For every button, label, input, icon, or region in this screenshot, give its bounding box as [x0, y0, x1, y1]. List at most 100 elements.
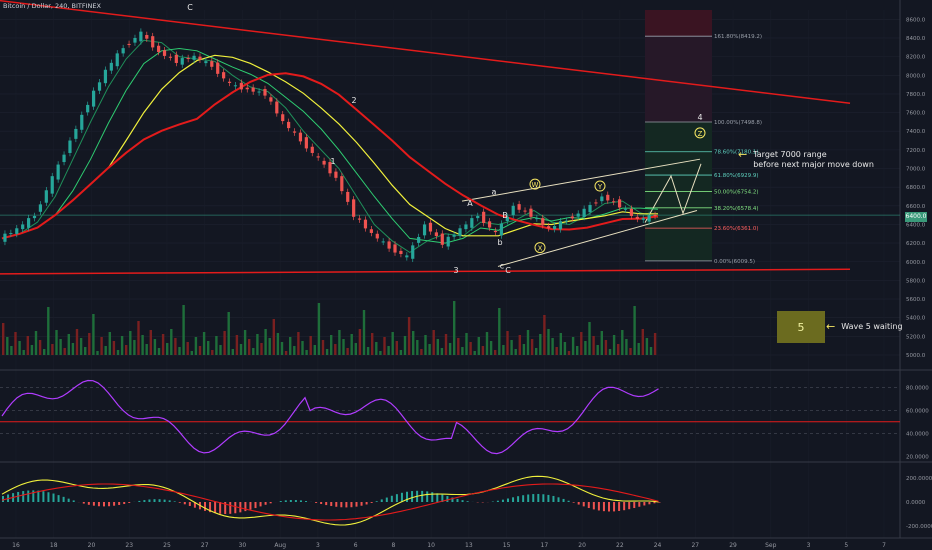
- volume-bar: [399, 350, 403, 355]
- candle-body: [109, 62, 113, 71]
- volume-bar: [350, 334, 353, 355]
- candle-body: [340, 176, 344, 192]
- macd-hist-bar: [350, 502, 353, 508]
- y-tick-label: 5800.0: [906, 278, 926, 284]
- candle-body: [174, 54, 178, 63]
- volume-bar: [84, 347, 87, 355]
- candle-body: [535, 218, 539, 220]
- macd-panel: [1, 475, 661, 526]
- macd-tick-label: 200.0000: [906, 476, 932, 482]
- volume-bar: [563, 342, 567, 355]
- candle-body: [204, 61, 208, 64]
- macd-hist-bar: [138, 500, 141, 502]
- fib-level-label: 38.20%(6578.4): [714, 206, 759, 212]
- macd-hist-bar: [572, 502, 575, 503]
- projection-path: [644, 163, 702, 223]
- macd-hist-bar: [67, 498, 70, 502]
- volume-bar: [305, 350, 308, 355]
- volume-bar: [436, 339, 439, 355]
- macd-hist-bar: [623, 502, 626, 511]
- wave-label: C: [187, 3, 193, 12]
- macd-hist-bar: [224, 502, 227, 514]
- volume-bar: [645, 338, 649, 355]
- macd-hist-bar: [97, 502, 100, 507]
- macd-hist-bar: [507, 498, 509, 502]
- macd-hist-bar: [355, 502, 358, 507]
- macd-hist-bar: [249, 502, 252, 510]
- candle-body: [168, 56, 173, 58]
- candle-body: [405, 255, 409, 258]
- x-tick-label: 6: [354, 542, 358, 549]
- volume-bar: [178, 347, 181, 355]
- volume-bar: [362, 310, 366, 355]
- candle-body: [647, 215, 651, 222]
- candle-body: [145, 34, 149, 39]
- candle-body: [44, 190, 48, 203]
- volume-bar: [120, 336, 124, 355]
- volume-bar: [346, 348, 349, 355]
- volume-bar: [432, 330, 435, 355]
- candle-body: [263, 89, 267, 96]
- macd-hist-bar: [148, 499, 151, 502]
- volume-bar: [481, 346, 485, 355]
- volume-bar: [112, 341, 116, 355]
- volume-bar: [141, 335, 144, 355]
- volume-bars: [2, 301, 657, 355]
- candle-body: [411, 245, 415, 259]
- macd-hist-bar: [173, 501, 176, 502]
- candle-body: [641, 218, 645, 220]
- x-tick-label: 3: [316, 542, 320, 549]
- volume-bar: [485, 332, 489, 355]
- volume-bar: [182, 305, 185, 355]
- volume-bar: [567, 351, 571, 355]
- fib-level-label: 23.60%(6361.0): [714, 226, 759, 232]
- macd-hist-bar: [456, 498, 459, 502]
- volume-bar: [444, 334, 448, 355]
- volume-bar: [612, 335, 616, 355]
- volume-bar: [227, 312, 230, 355]
- volume-bar: [342, 339, 345, 355]
- fib-level-label: 0.00%(6009.5): [714, 259, 755, 265]
- wave5-note-text: Wave 5 waiting: [841, 322, 903, 331]
- macd-hist-bar: [517, 496, 520, 502]
- candle-body: [121, 48, 125, 54]
- macd-hist-bar: [567, 500, 570, 502]
- x-tick-label: 23: [125, 542, 133, 549]
- y-tick-label: 8400.0: [906, 36, 926, 42]
- candle-body: [26, 218, 31, 228]
- candle-body: [287, 121, 291, 129]
- volume-bar: [2, 323, 5, 355]
- volume-bar: [465, 333, 468, 355]
- macd-tick-label: -200.0000: [906, 524, 932, 530]
- volume-bar: [55, 330, 58, 355]
- x-tick-label: 8: [391, 542, 395, 549]
- macd-hist-bar: [577, 502, 580, 505]
- wave-label: W: [532, 181, 539, 189]
- y-tick-label: 8200.0: [906, 55, 926, 61]
- macd-hist-bar: [532, 494, 535, 502]
- volume-bar: [321, 340, 325, 355]
- macd-hist-bar: [345, 502, 348, 508]
- volume-bar: [129, 331, 132, 355]
- y-tick-label: 5600.0: [906, 297, 926, 303]
- macd-hist-bar: [118, 502, 121, 505]
- candle-body: [505, 216, 509, 222]
- volume-bar: [576, 346, 579, 355]
- fib-zone-top: [645, 10, 712, 37]
- volume-bar: [334, 344, 337, 355]
- volume-bar: [633, 306, 636, 355]
- candle-body: [434, 232, 438, 237]
- fib-level-label: 61.80%(6929.9): [714, 173, 759, 179]
- volume-bar: [219, 345, 222, 355]
- volume-bar: [600, 331, 603, 355]
- x-tick-label: 20: [578, 542, 586, 549]
- macd-hist-bar: [613, 502, 616, 512]
- candle-body: [588, 204, 592, 213]
- candle-body: [21, 224, 25, 230]
- volume-bar: [149, 330, 152, 355]
- x-tick-label: 25: [163, 542, 171, 549]
- volume-bar: [473, 351, 476, 355]
- volume-bar: [47, 307, 50, 355]
